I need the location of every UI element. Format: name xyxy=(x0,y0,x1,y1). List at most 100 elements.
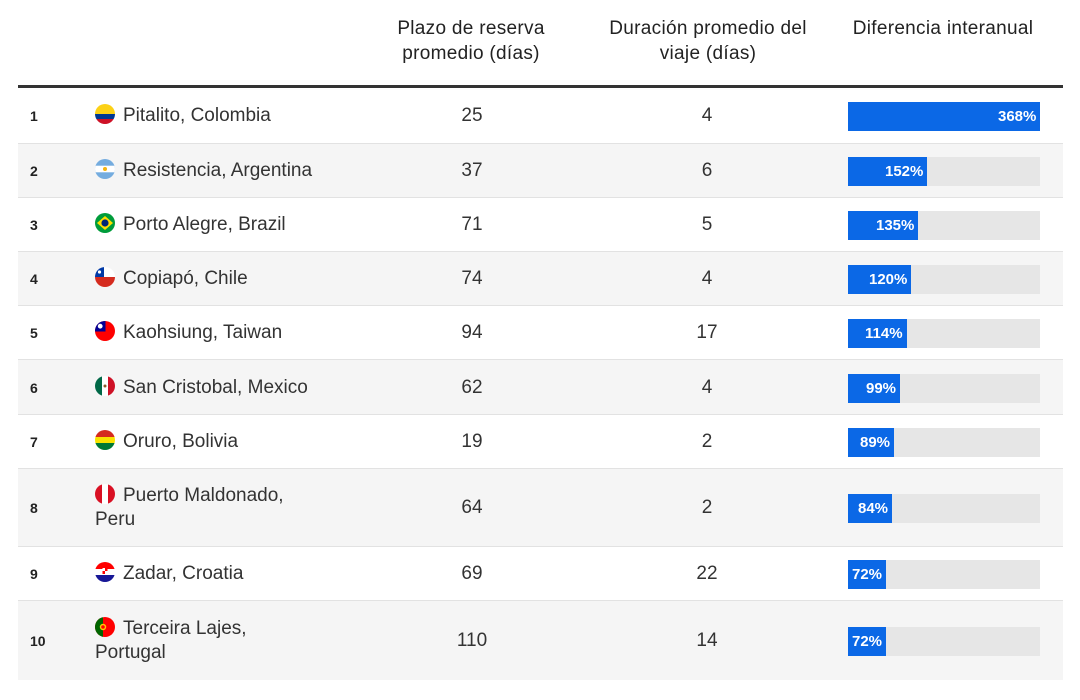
peru-flag-icon xyxy=(95,484,115,504)
booking-days-value: 94 xyxy=(461,322,483,343)
yoy-bar-label: 72% xyxy=(852,633,883,650)
trip-duration-value: 22 xyxy=(696,563,718,584)
destination-cell: Oruro, Bolivia xyxy=(95,430,335,454)
chile-flag-icon xyxy=(95,267,115,287)
yoy-bar-track: 135% xyxy=(848,211,1040,240)
booking-days-value: 37 xyxy=(461,160,483,181)
bolivia-flag-icon xyxy=(95,430,115,450)
destination-name: Resistencia, Argentina xyxy=(123,160,313,181)
destination-cell: Puerto Maldonado, Peru xyxy=(95,484,310,532)
destination-cell: San Cristobal, Mexico xyxy=(95,375,335,400)
table-row: 4 Copiapó, Chile 74 4 120% xyxy=(18,251,1063,305)
table-row: 8 Puerto Maldonado, Peru 64 2 84% xyxy=(18,468,1063,546)
destination-name: Zadar, Croatia xyxy=(123,563,244,584)
destination-cell: Kaohsiung, Taiwan xyxy=(95,321,335,345)
destination-cell: Zadar, Croatia xyxy=(95,562,335,586)
brazil-flag-icon xyxy=(95,213,115,233)
yoy-bar-track: 72% xyxy=(848,627,1040,656)
yoy-bar xyxy=(848,428,894,457)
table-row: 3 Porto Alegre, Brazil 71 5 135% xyxy=(18,197,1063,251)
yoy-bar xyxy=(848,494,892,523)
header-diff: Diferencia interanual xyxy=(852,18,1034,39)
rank-number: 5 xyxy=(30,325,38,341)
trip-duration-value: 2 xyxy=(701,431,713,452)
yoy-bar xyxy=(848,319,907,348)
yoy-bar xyxy=(848,627,886,656)
destination-name: Copiapó, Chile xyxy=(123,268,248,289)
booking-days-value: 69 xyxy=(461,563,483,584)
yoy-bar-label: 152% xyxy=(885,163,924,180)
trip-duration-value: 4 xyxy=(701,268,713,289)
yoy-bar-track: 99% xyxy=(848,373,1040,403)
trip-duration-value: 4 xyxy=(701,104,713,126)
destination-cell: Pitalito, Colombia xyxy=(95,103,335,128)
table-row: 9 Zadar, Croatia 69 22 72% xyxy=(18,546,1063,600)
table-row: 1 Pitalito, Colombia 25 4 368% xyxy=(18,88,1063,143)
yoy-bar-track: 152% xyxy=(848,157,1040,186)
table-header: Plazo de reserva promedio (días) Duració… xyxy=(18,0,1063,88)
rank-number: 8 xyxy=(30,500,38,516)
booking-days-value: 64 xyxy=(461,497,483,518)
yoy-bar-track: 89% xyxy=(848,428,1040,457)
trip-duration-value: 6 xyxy=(701,160,713,181)
argentina-flag-icon xyxy=(95,159,115,179)
destination-name: Puerto Maldonado, Peru xyxy=(95,485,284,530)
yoy-bar-track: 120% xyxy=(848,265,1040,294)
destination-name: Pitalito, Colombia xyxy=(123,104,271,126)
yoy-bar-label: 72% xyxy=(852,566,883,583)
croatia-flag-icon xyxy=(95,562,115,582)
rank-number: 2 xyxy=(30,163,38,179)
yoy-bar-label: 120% xyxy=(869,271,908,288)
trip-duration-value: 14 xyxy=(696,630,718,651)
destination-cell: Copiapó, Chile xyxy=(95,267,335,291)
yoy-bar xyxy=(848,560,886,589)
trip-duration-value: 17 xyxy=(696,322,718,343)
booking-days-value: 25 xyxy=(461,104,483,126)
rank-number: 6 xyxy=(30,379,38,396)
yoy-bar-label: 368% xyxy=(998,107,1037,125)
destination-name: Porto Alegre, Brazil xyxy=(123,214,286,235)
taiwan-flag-icon xyxy=(95,321,115,341)
booking-days-value: 62 xyxy=(461,376,483,398)
table-row: 2 Resistencia, Argentina 37 6 152% xyxy=(18,143,1063,197)
rank-number: 9 xyxy=(30,566,38,582)
trip-duration-value: 4 xyxy=(701,376,713,398)
destination-cell: Resistencia, Argentina xyxy=(95,159,335,183)
destination-cell: Porto Alegre, Brazil xyxy=(95,213,335,237)
table-row: 7 Oruro, Bolivia 19 2 89% xyxy=(18,414,1063,468)
destination-name: Kaohsiung, Taiwan xyxy=(123,322,283,343)
mexico-flag-icon xyxy=(95,375,115,396)
trip-duration-value: 2 xyxy=(701,497,713,518)
yoy-bar-track: 72% xyxy=(848,560,1040,589)
rank-number: 7 xyxy=(30,434,38,450)
header-duration: Duración promedio del viaje (días) xyxy=(609,18,807,64)
yoy-bar xyxy=(848,211,918,240)
destination-cell: Terceira Lajes, Portugal xyxy=(95,617,310,665)
yoy-bar-label: 89% xyxy=(860,434,891,451)
yoy-bar-label: 99% xyxy=(866,379,897,397)
yoy-bar-track: 114% xyxy=(848,319,1040,348)
yoy-bar-label: 135% xyxy=(876,217,915,234)
rank-number: 3 xyxy=(30,217,38,233)
portugal-flag-icon xyxy=(95,617,115,637)
yoy-bar xyxy=(848,101,1040,131)
yoy-bar xyxy=(848,373,900,403)
destinations-table: Plazo de reserva promedio (días) Duració… xyxy=(18,0,1063,680)
booking-days-value: 19 xyxy=(461,431,483,452)
yoy-bar-track: 84% xyxy=(848,494,1040,523)
destination-name: Oruro, Bolivia xyxy=(123,431,239,452)
destination-name: San Cristobal, Mexico xyxy=(123,376,308,398)
trip-duration-value: 5 xyxy=(701,214,713,235)
table-row: 10 Terceira Lajes, Portugal 110 14 72% xyxy=(18,600,1063,680)
booking-days-value: 74 xyxy=(461,268,483,289)
rank-number: 1 xyxy=(30,107,38,124)
yoy-bar-label: 84% xyxy=(858,500,889,517)
table-row: 6 San Cristobal, Mexico 62 4 99% xyxy=(18,359,1063,414)
yoy-bar xyxy=(848,157,927,186)
destination-name: Terceira Lajes, Portugal xyxy=(95,618,247,663)
rank-number: 10 xyxy=(30,633,46,649)
table-row: 5 Kaohsiung, Taiwan 94 17 114% xyxy=(18,305,1063,359)
yoy-bar-track: 368% xyxy=(848,101,1040,131)
rank-number: 4 xyxy=(30,271,38,287)
yoy-bar-label: 114% xyxy=(865,325,903,342)
